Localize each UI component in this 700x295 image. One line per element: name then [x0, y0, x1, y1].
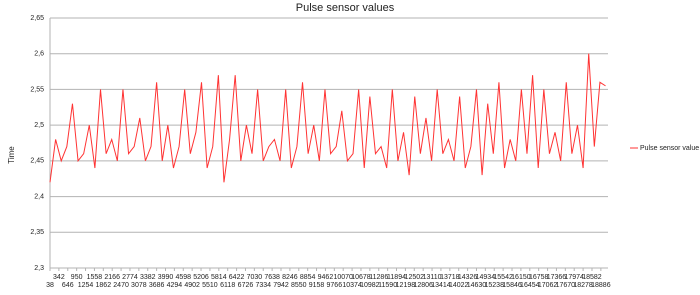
x-tick-label: 13718 [440, 274, 460, 281]
x-tick-label: 8854 [300, 274, 316, 281]
x-tick-label: 12806 [413, 282, 433, 289]
x-tick-label: 14934 [476, 274, 496, 281]
x-tick-label: 13414 [431, 282, 451, 289]
x-tick-label: 10070 [333, 274, 353, 281]
x-tick-label: 4598 [175, 274, 191, 281]
x-tick-label: 16758 [529, 274, 549, 281]
x-tick-label: 8246 [282, 274, 298, 281]
x-tick-label: 16454 [520, 282, 540, 289]
x-tick-label: 7942 [273, 282, 289, 289]
x-tick-label: 1254 [78, 282, 94, 289]
x-tick-label: 342 [53, 274, 65, 281]
x-tick-label: 2166 [104, 274, 120, 281]
y-tick-label: 2,5 [34, 122, 44, 129]
x-tick-label: 17974 [564, 274, 584, 281]
x-tick-label: 5510 [202, 282, 218, 289]
x-tick-label: 5206 [193, 274, 209, 281]
x-tick-label: 15846 [502, 282, 522, 289]
x-tick-label: 7334 [255, 282, 271, 289]
x-tick-label: 6422 [229, 274, 245, 281]
x-tick-label: 6118 [220, 282, 235, 289]
x-tick-label: 646 [62, 282, 74, 289]
y-tick-label: 2,45 [30, 158, 44, 165]
x-tick-label: 8550 [291, 282, 307, 289]
x-tick-label: 17670 [556, 282, 576, 289]
x-tick-label: 2470 [113, 282, 129, 289]
y-tick-label: 2,55 [30, 86, 44, 93]
x-tick-label: 15542 [493, 274, 513, 281]
x-tick-label: 9766 [327, 282, 343, 289]
x-tick-label: 12502 [405, 274, 425, 281]
x-tick-label: 1862 [96, 282, 112, 289]
x-tick-label: 11590 [378, 282, 397, 289]
x-tick-label: 14022 [449, 282, 469, 289]
y-tick-label: 2,35 [30, 229, 44, 236]
x-tick-label: 10982 [360, 282, 380, 289]
x-tick-label: 18886 [591, 282, 611, 289]
x-tick-label: 1558 [87, 274, 103, 281]
x-tick-label: 950 [71, 274, 83, 281]
x-tick-label: 5814 [211, 274, 227, 281]
x-tick-label: 4902 [184, 282, 200, 289]
x-tick-label: 17062 [538, 282, 558, 289]
x-tick-label: 4294 [167, 282, 183, 289]
x-tick-label: 3990 [158, 274, 174, 281]
x-tick-label: 9158 [309, 282, 325, 289]
x-tick-label: 12198 [396, 282, 416, 289]
y-axis-label: Time [7, 146, 16, 164]
y-tick-label: 2,3 [34, 265, 44, 272]
x-tick-label: 18582 [582, 274, 602, 281]
x-tick-label: 38 [46, 282, 54, 289]
y-tick-label: 2,6 [34, 51, 44, 58]
x-tick-label: 3686 [149, 282, 165, 289]
x-tick-label: 14326 [458, 274, 478, 281]
x-tick-label: 10374 [342, 282, 362, 289]
x-tick-label: 16150 [511, 274, 531, 281]
x-tick-label: 3078 [131, 282, 147, 289]
data-line [49, 53, 606, 183]
x-tick-label: 9462 [318, 274, 334, 281]
x-tick-label: 11894 [387, 274, 406, 281]
x-tick-label: 14630 [467, 282, 487, 289]
legend-label: Pulse sensor value [640, 145, 699, 152]
y-tick-label: 2,65 [30, 15, 44, 22]
x-tick-label: 6726 [238, 282, 254, 289]
y-tick-label: 2,4 [34, 193, 44, 200]
x-tick-label: 2774 [122, 274, 138, 281]
chart-title: Pulse sensor values [296, 2, 395, 14]
x-tick-label: 3382 [140, 274, 156, 281]
x-tick-label: 18278 [573, 282, 593, 289]
x-tick-label: 13110 [423, 274, 442, 281]
x-tick-label: 10678 [351, 274, 371, 281]
x-tick-label: 7638 [264, 274, 280, 281]
x-tick-label: 11286 [369, 274, 388, 281]
x-tick-label: 17366 [547, 274, 567, 281]
x-tick-label: 7030 [247, 274, 263, 281]
x-tick-label: 15238 [485, 282, 505, 289]
